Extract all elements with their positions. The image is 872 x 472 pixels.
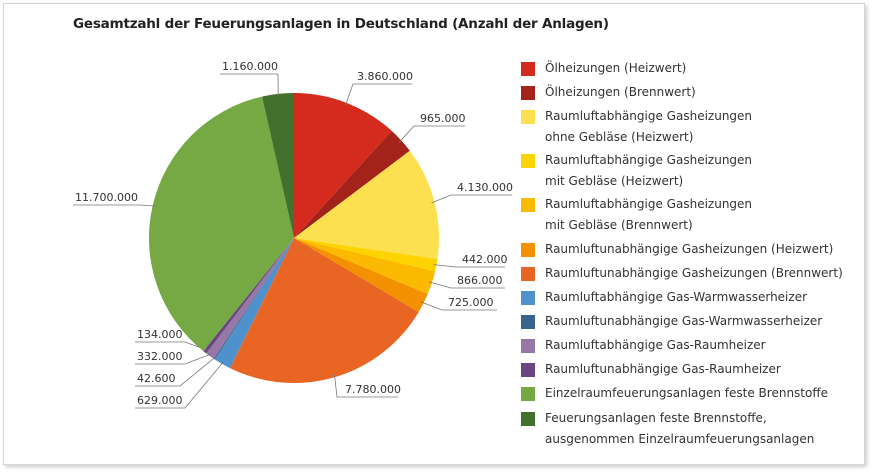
leader-line (135, 361, 225, 409)
pie-slice (294, 238, 438, 272)
legend-item: Raumluftabhängige Gasheizungen mit Gebläs… (521, 196, 752, 235)
legend-label-line: Raumluftabhängige Gasheizungen (545, 197, 753, 211)
legend-label-line: Einzelraumfeuerungsanlagen feste Brennst… (545, 386, 829, 400)
legend-label-line: Feuerungsanlagen feste Brennstoffe, (545, 411, 767, 425)
leader-line (433, 264, 505, 268)
legend-label-line: mit Gebläse (Heizwert) (545, 173, 684, 188)
pie-slice (294, 130, 410, 238)
legend-label-line: ohne Gebläse (Heizwert) (545, 129, 694, 144)
leader-line (220, 73, 279, 97)
legend-label: Raumluftunabhängige Gasheizungen (Brennw… (545, 263, 843, 284)
legend-label: Raumluftabhängige Gas-Warmwasserheizer (545, 287, 807, 308)
legend-label-line: Raumluftunabhängige Gasheizungen (Brennw… (545, 266, 843, 280)
pie-slice (294, 238, 428, 313)
legend-label-line: Raumluftunabhängige Gasheizungen (Heizwe… (545, 242, 834, 256)
leader-line (420, 301, 497, 311)
legend-swatch (521, 198, 535, 212)
legend-label-line: Ölheizungen (Brennwert) (545, 85, 696, 99)
leader-line (135, 353, 212, 365)
legend-label-line: Raumluftabhängige Gasheizungen (545, 109, 753, 123)
legend-swatch (521, 339, 535, 353)
legend-swatch (521, 363, 535, 377)
legend-swatch (521, 110, 535, 124)
data-label: 4.130.000 (457, 181, 513, 194)
legend-label-line: Raumluftabhängige Gas-Raumheizer (545, 338, 766, 352)
legend-label: Feuerungsanlagen feste Brennstoffe, ausge… (545, 408, 814, 449)
pie-slice (294, 150, 439, 260)
legend-item: Ölheizungen (Heizwert) (521, 60, 686, 79)
legend-swatch (521, 86, 535, 100)
leader-line (334, 374, 398, 398)
data-label: 332.000 (137, 350, 183, 363)
legend-swatch (521, 387, 535, 401)
legend-label-line: mit Gebläse (Brennwert) (545, 217, 693, 232)
pie-slice (214, 238, 294, 369)
legend-item: Einzelraumfeuerungsanlagen feste Brennst… (521, 385, 828, 404)
legend-item: Raumluftunabhängige Gas-Warmwasserheizer (521, 313, 822, 332)
legend-item: Ölheizungen (Brennwert) (521, 84, 696, 103)
legend-label-line: Raumluftabhängige Gasheizungen (545, 153, 753, 167)
data-label: 3.860.000 (357, 70, 413, 83)
legend-label: Raumluftabhängige Gasheizungen ohne Geblä… (545, 106, 752, 147)
data-label: 42.600 (137, 372, 176, 385)
pie-slice (213, 238, 294, 360)
legend-label-line: Raumluftabhängige Gas-Warmwasserheizer (545, 290, 808, 304)
legend-item: Raumluftabhängige Gas-Raumheizer (521, 337, 766, 356)
data-label: 134.000 (137, 328, 183, 341)
pie-slice (294, 238, 436, 295)
legend-label-line: ausgenommen Einzelraumfeuerungsanlagen (545, 431, 815, 446)
legend-label: Raumluftabhängige Gasheizungen mit Gebläs… (545, 194, 752, 235)
legend-label-line: Raumluftunabhängige Gas-Raumheizer (545, 362, 781, 376)
legend-label: Raumluftunabhängige Gas-Raumheizer (545, 359, 781, 380)
data-label: 629.000 (137, 394, 183, 407)
legend-item: Raumluftabhängige Gasheizungen mit Gebläs… (521, 152, 752, 191)
pie-slice (148, 96, 294, 352)
pie-slice (294, 93, 392, 238)
legend-label-line: Ölheizungen (Heizwert) (545, 61, 687, 75)
data-label: 725.000 (448, 296, 494, 309)
legend-label: Raumluftabhängige Gas-Raumheizer (545, 335, 766, 356)
legend-label: Raumluftabhängige Gasheizungen mit Gebläs… (545, 150, 752, 191)
leader-line (428, 281, 505, 289)
legend-item: Feuerungsanlagen feste Brennstoffe, ausge… (521, 410, 814, 449)
legend-item: Raumluftunabhängige Gasheizungen (Brennw… (521, 265, 843, 284)
legend-label: Einzelraumfeuerungsanlagen feste Brennst… (545, 383, 828, 404)
data-label: 866.000 (457, 274, 503, 287)
legend-swatch (521, 243, 535, 257)
leader-line (73, 204, 156, 207)
legend-swatch (521, 62, 535, 76)
data-label: 1.160.000 (222, 60, 278, 73)
pie-slice (206, 238, 294, 359)
legend-item: Raumluftabhängige Gasheizungen ohne Geblä… (521, 108, 752, 147)
legend-swatch (521, 154, 535, 168)
pie-slice (229, 238, 419, 383)
data-label: 965.000 (420, 112, 466, 125)
chart-title: Gesamtzahl der Feuerungsanlagen in Deuts… (73, 16, 609, 32)
legend-swatch (521, 291, 535, 305)
data-label: 7.780.000 (345, 383, 401, 396)
data-label: 442.000 (462, 253, 508, 266)
legend-item: Raumluftunabhängige Gas-Raumheizer (521, 361, 781, 380)
legend-label: Raumluftunabhängige Gas-Warmwasserheizer (545, 311, 822, 332)
legend-item: Raumluftunabhängige Gasheizungen (Heizwe… (521, 241, 833, 260)
legend-item: Raumluftabhängige Gas-Warmwasserheizer (521, 289, 807, 308)
data-label: 11.700.000 (75, 191, 138, 204)
pie-slice (203, 238, 294, 354)
leader-line (398, 125, 465, 143)
pie-slice (262, 93, 294, 238)
legend-swatch (521, 412, 535, 426)
leader-line (344, 83, 412, 106)
leader-line (135, 356, 217, 387)
legend-label: Ölheizungen (Brennwert) (545, 82, 696, 103)
legend-label-line: Raumluftunabhängige Gas-Warmwasserheizer (545, 314, 823, 328)
legend-label: Raumluftunabhängige Gasheizungen (Heizwe… (545, 239, 833, 260)
legend-swatch (521, 315, 535, 329)
legend-label: Ölheizungen (Heizwert) (545, 58, 686, 79)
legend-swatch (521, 267, 535, 281)
leader-line (431, 194, 512, 204)
